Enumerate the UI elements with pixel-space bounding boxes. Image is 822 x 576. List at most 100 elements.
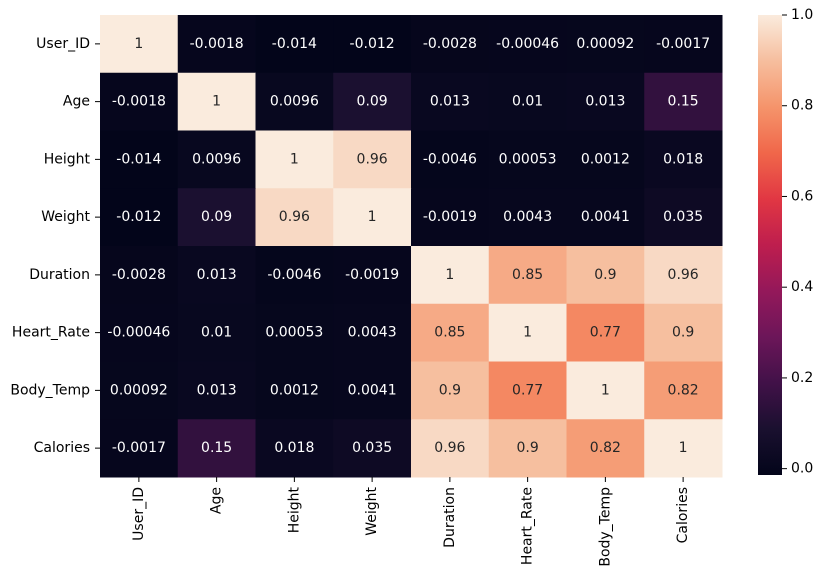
heatmap-cell-Height-Age	[177, 130, 256, 189]
heatmap-cell-label: 0.77	[590, 325, 621, 341]
heatmap-cells	[100, 15, 723, 478]
heatmap-cell-label: 0.0096	[270, 94, 319, 110]
heatmap-cell-Age-Calories	[644, 72, 723, 131]
heatmap-cell-Duration-User_ID	[100, 246, 179, 305]
column-tick-labels: User_ID Age Height Weight Duration Heart_Rate…	[131, 477, 691, 567]
heatmap-cell-Age-Age	[177, 72, 256, 131]
heatmap-cell-Body_Temp-Body_Temp	[566, 361, 645, 420]
heatmap-cell-label: 0.00092	[110, 382, 168, 398]
heatmap-cell-label: 0.96	[279, 209, 310, 225]
heatmap-cell-label: 0.035	[352, 440, 392, 456]
heatmap-cell-User_ID-Age	[177, 15, 256, 74]
heatmap-cell-Body_Temp-Age	[177, 361, 256, 420]
heatmap-cell-label: -0.0017	[656, 36, 710, 52]
heatmap-cell-Age-Weight	[333, 72, 412, 131]
heatmap-cell-Height-Weight	[333, 130, 412, 189]
row-tick-label: Weight	[41, 209, 90, 225]
heatmap-cell-Duration-Height	[255, 246, 334, 305]
heatmap-cell-label: 0.00092	[576, 36, 634, 52]
heatmap-cell-Heart_Rate-Heart_Rate	[488, 303, 567, 362]
heatmap-cell-Body_Temp-Duration	[411, 361, 490, 420]
heatmap-cell-label: -0.0017	[112, 440, 166, 456]
heatmap-cell-label: 0.85	[512, 267, 543, 283]
colorbar-tick-label: 0.8	[791, 98, 813, 114]
heatmap-cell-label: 1	[212, 94, 221, 110]
heatmap-cell-label: 0.013	[197, 267, 237, 283]
heatmap-cell-Body_Temp-User_ID	[100, 361, 179, 420]
heatmap-cell-Age-Height	[255, 72, 334, 131]
heatmap-cell-label: 0.013	[197, 382, 237, 398]
heatmap-cell-User_ID-Body_Temp	[566, 15, 645, 74]
column-tick-label: User_ID	[131, 487, 147, 541]
heatmap-cell-User_ID-Height	[255, 15, 334, 74]
heatmap-cell-label: 1	[523, 325, 532, 341]
heatmap-cell-Heart_Rate-Age	[177, 303, 256, 362]
heatmap-cell-Calories-Duration	[411, 419, 490, 478]
heatmap-cell-label: 1	[368, 209, 377, 225]
heatmap-cell-Duration-Duration	[411, 246, 490, 305]
heatmap-cell-label: -0.00046	[496, 36, 559, 52]
heatmap-cell-Heart_Rate-User_ID	[100, 303, 179, 362]
heatmap-cell-label: 0.85	[434, 325, 465, 341]
column-tick-label: Body_Temp	[597, 487, 613, 567]
colorbar-tick-label: 0.4	[791, 279, 813, 295]
heatmap-cell-label: 0.82	[590, 440, 621, 456]
heatmap-cell-labels: 1 -0.0018 -0.014 -0.012 -0.0028 -0.00046 0.000…	[107, 36, 710, 456]
colorbar-tick-label: 0.0	[791, 461, 813, 477]
heatmap-cell-Age-User_ID	[100, 72, 179, 131]
heatmap-cell-Height-Height	[255, 130, 334, 189]
heatmap-cell-label: -0.0046	[423, 151, 477, 167]
heatmap-cell-label: -0.0046	[267, 267, 321, 283]
column-tick-label: Age	[209, 487, 225, 514]
heatmap-cell-Calories-Heart_Rate	[488, 419, 567, 478]
heatmap-cell-label: 0.00053	[265, 325, 323, 341]
row-tick-label: Body_Temp	[10, 382, 90, 398]
heatmap-cell-Duration-Age	[177, 246, 256, 305]
heatmap-cell-Body_Temp-Height	[255, 361, 334, 420]
heatmap-cell-Height-Body_Temp	[566, 130, 645, 189]
heatmap-cell-label: 0.0043	[348, 325, 397, 341]
heatmap-cell-User_ID-Weight	[333, 15, 412, 74]
heatmap-cell-label: -0.014	[116, 151, 161, 167]
heatmap-cell-label: 0.0012	[270, 382, 319, 398]
heatmap-cell-label: 0.01	[201, 325, 232, 341]
heatmap-cell-label: 0.96	[357, 151, 388, 167]
heatmap-cell-Calories-Weight	[333, 419, 412, 478]
heatmap-cell-Heart_Rate-Height	[255, 303, 334, 362]
heatmap-cell-Heart_Rate-Calories	[644, 303, 723, 362]
heatmap-cell-Duration-Heart_Rate	[488, 246, 567, 305]
heatmap-cell-Body_Temp-Weight	[333, 361, 412, 420]
heatmap-cell-Weight-Weight	[333, 188, 412, 247]
heatmap-cell-Weight-Heart_Rate	[488, 188, 567, 247]
heatmap-cell-label: 1	[134, 36, 143, 52]
column-tick-label: Calories	[675, 487, 691, 543]
heatmap-cell-Heart_Rate-Duration	[411, 303, 490, 362]
heatmap-cell-label: 0.09	[201, 209, 232, 225]
heatmap-cell-Calories-Calories	[644, 419, 723, 478]
heatmap-cell-Calories-Height	[255, 419, 334, 478]
heatmap-cell-Weight-Age	[177, 188, 256, 247]
heatmap-cell-label: 0.00053	[499, 151, 557, 167]
heatmap-cell-label: -0.0019	[423, 209, 477, 225]
colorbar-gradient	[758, 15, 782, 475]
row-tick-label: Calories	[34, 440, 90, 456]
heatmap-cell-label: 1	[679, 440, 688, 456]
heatmap-cell-label: -0.014	[272, 36, 317, 52]
heatmap-cell-label: 0.018	[663, 151, 703, 167]
heatmap-cell-Weight-Calories	[644, 188, 723, 247]
heatmap-cell-User_ID-Heart_Rate	[488, 15, 567, 74]
heatmap-cell-label: -0.00046	[107, 325, 170, 341]
heatmap-cell-label: 0.15	[201, 440, 232, 456]
heatmap-cell-label: -0.0018	[190, 36, 244, 52]
heatmap-cell-label: -0.0019	[345, 267, 399, 283]
heatmap-cell-Calories-Age	[177, 419, 256, 478]
heatmap-cell-label: 1	[290, 151, 299, 167]
row-tick-label: Height	[44, 151, 91, 167]
heatmap-cell-Weight-Body_Temp	[566, 188, 645, 247]
heatmap-cell-label: 0.01	[512, 94, 543, 110]
heatmap-cell-label: 0.035	[663, 209, 703, 225]
heatmap-cell-Height-Duration	[411, 130, 490, 189]
heatmap-cell-label: 1	[445, 267, 454, 283]
heatmap-cell-Weight-Height	[255, 188, 334, 247]
heatmap-cell-Body_Temp-Calories	[644, 361, 723, 420]
